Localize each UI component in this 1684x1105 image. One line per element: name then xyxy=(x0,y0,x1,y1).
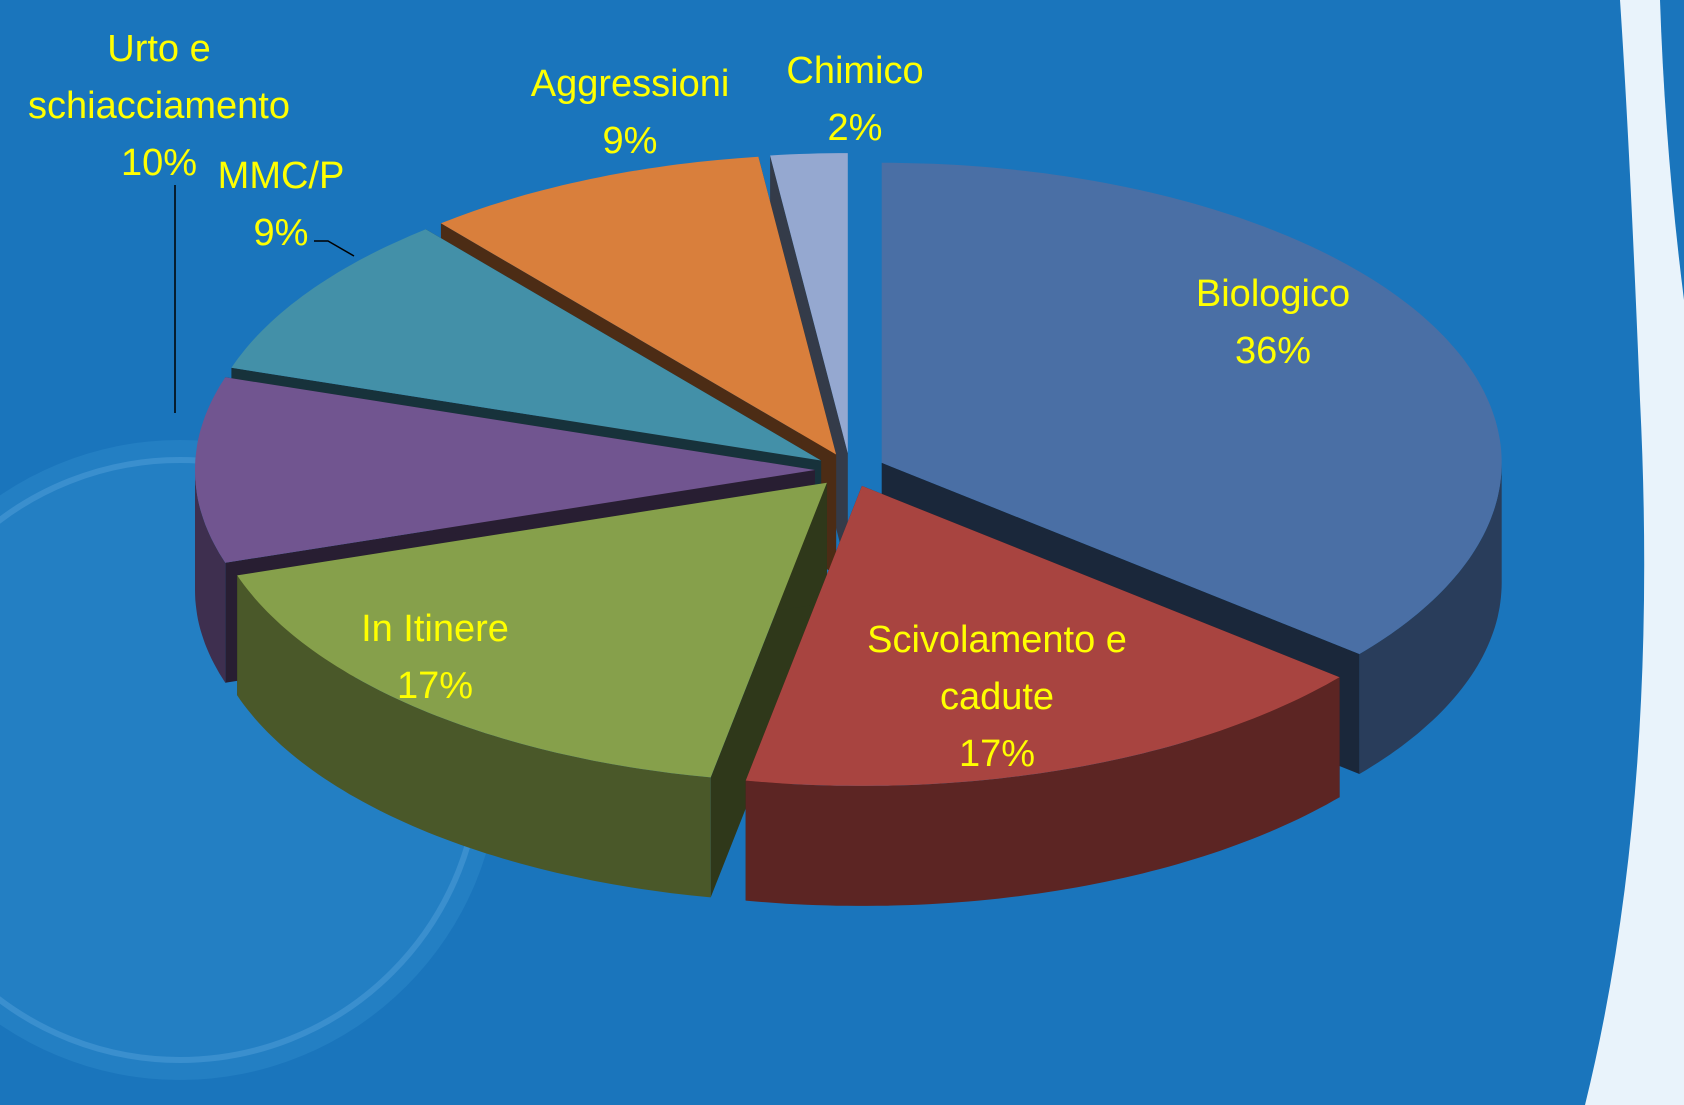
category-label: Chimico xyxy=(755,43,955,100)
category-label: Scivolamento e cadute xyxy=(837,612,1157,726)
value-label: 9% xyxy=(181,205,381,262)
value-label: 36% xyxy=(1143,323,1403,380)
value-label: 17% xyxy=(305,658,565,715)
category-label: In Itinere xyxy=(305,601,565,658)
decorative-curve xyxy=(1585,0,1684,1105)
value-label: 2% xyxy=(755,100,955,157)
category-label: MMC/P xyxy=(181,148,381,205)
value-label: 9% xyxy=(500,113,760,170)
category-label: Urto e schiacciamento xyxy=(9,21,309,135)
value-label: 17% xyxy=(837,726,1157,783)
slide: (() => { const data = JSON.parse(documen… xyxy=(0,0,1684,1105)
category-label: Aggressioni xyxy=(500,56,760,113)
category-label: Biologico xyxy=(1143,266,1403,323)
